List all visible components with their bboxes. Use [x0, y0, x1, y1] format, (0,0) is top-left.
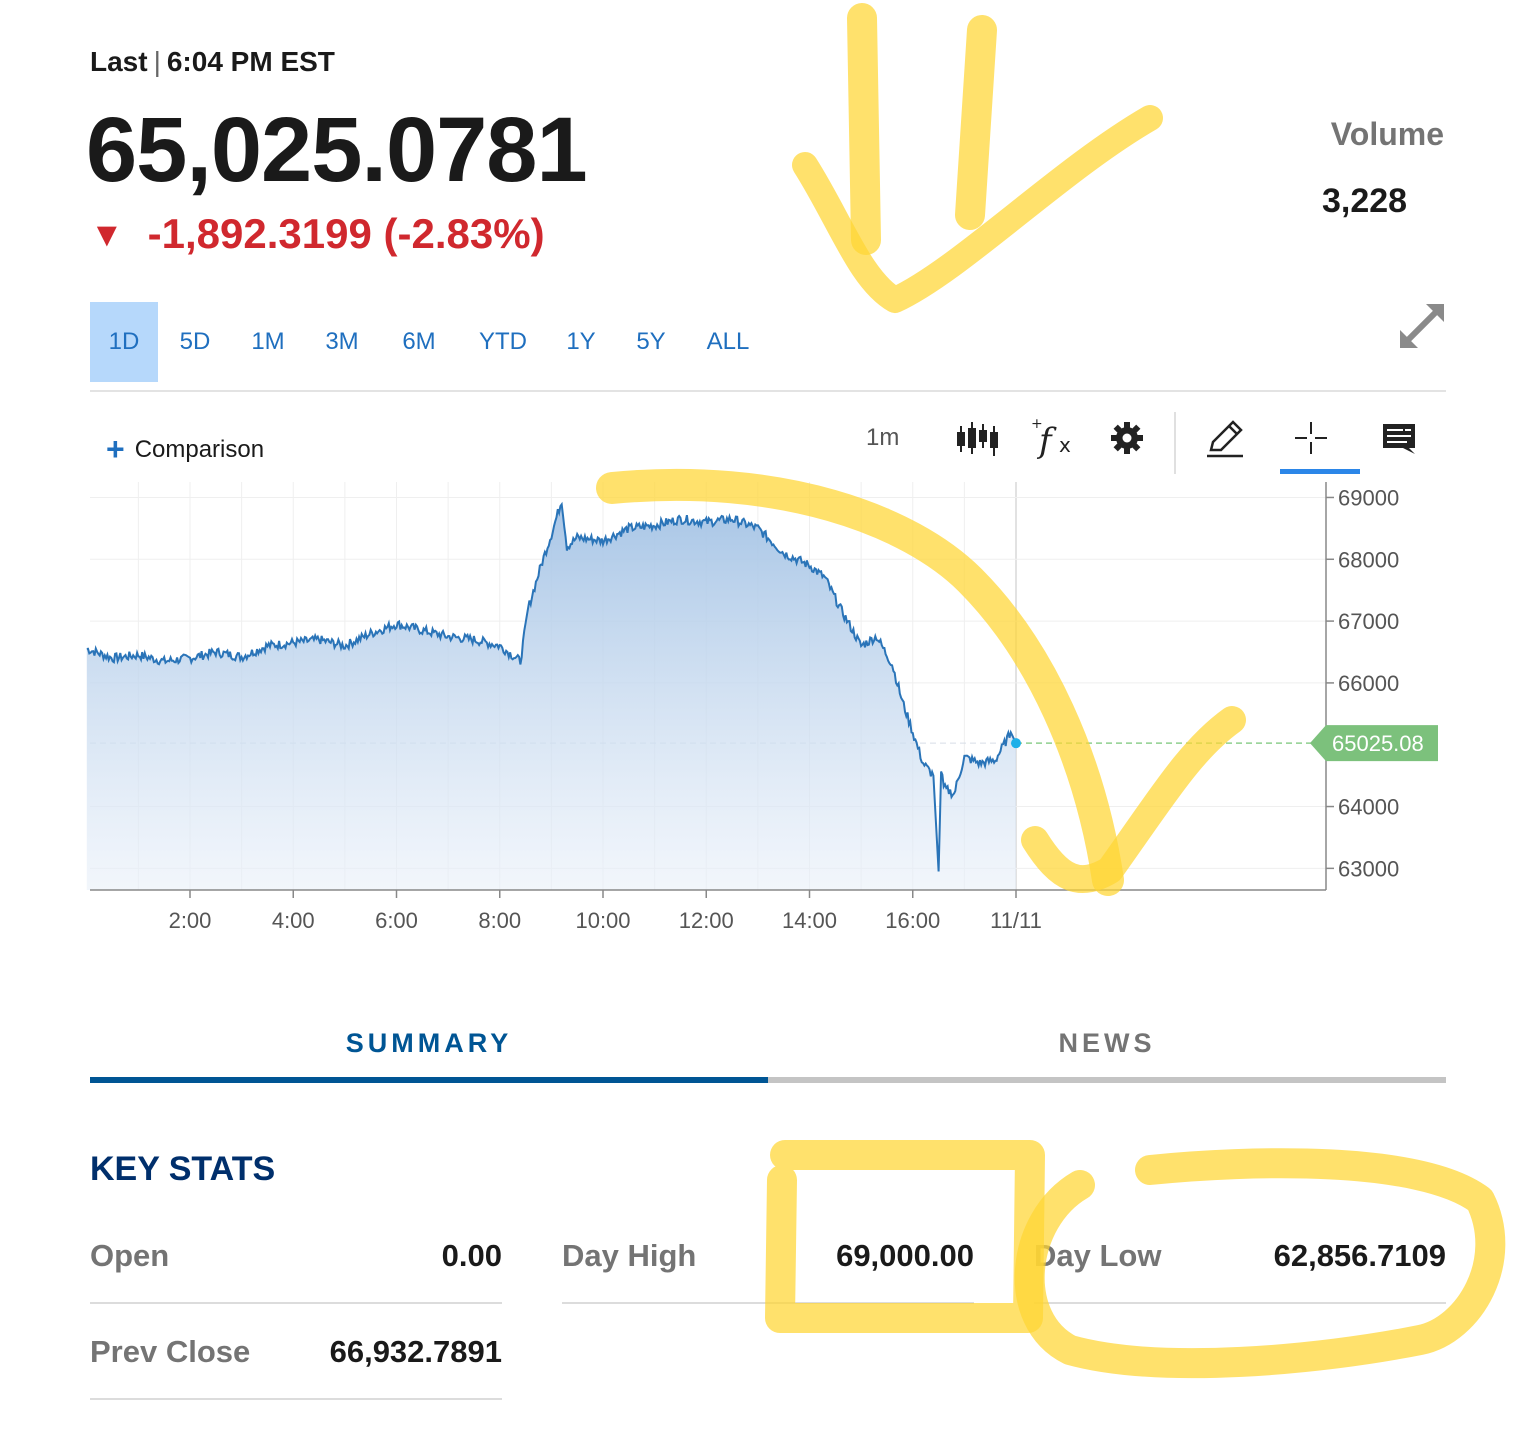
price-change-value: -1,892.3199 (-2.83%) [147, 210, 545, 257]
svg-text:+: + [1031, 416, 1043, 432]
separator: | [153, 46, 161, 77]
range-tab-ytd[interactable]: YTD [479, 328, 527, 355]
x-tick-label: 12:00 [679, 908, 734, 933]
divider [562, 1302, 974, 1304]
volume-value: 3,228 [1322, 182, 1408, 220]
key-stats-title: KEY STATS [90, 1150, 276, 1188]
day-high-label: Day High [562, 1238, 697, 1273]
crosshair-icon[interactable] [1286, 412, 1336, 464]
range-tab-3m[interactable]: 3M [325, 328, 359, 355]
divider [1034, 1302, 1446, 1304]
function-icon[interactable]: + f x [1028, 412, 1078, 464]
x-tick-label: 2:00 [169, 908, 212, 933]
highlighter-arrow-top [955, 15, 997, 230]
range-tab-1m[interactable]: 1M [251, 328, 285, 355]
last-price-dot [1011, 738, 1021, 749]
candlestick-icon[interactable] [952, 412, 1002, 464]
active-tool-indicator [1280, 469, 1360, 474]
x-tick-label: 4:00 [272, 908, 315, 933]
divider [90, 1302, 502, 1304]
prev-close-value: 66,932.7891 [329, 1334, 502, 1369]
prev-close-label: Prev Close [90, 1334, 251, 1369]
x-tick-label: 8:00 [478, 908, 521, 933]
highlighter-box-day-high [765, 1140, 1045, 1333]
tab-summary[interactable]: SUMMARY [345, 1028, 513, 1058]
y-tick-label: 63000 [1338, 856, 1399, 881]
range-tab-5y[interactable]: 5Y [636, 328, 666, 355]
range-tab-6m[interactable]: 6M [402, 328, 436, 355]
highlighter-arrow-top [792, 105, 1163, 313]
last-price-badge: 65025.08 [1310, 725, 1438, 762]
highlighter-arrow-top [847, 3, 881, 255]
x-tick-label: 14:00 [782, 908, 837, 933]
expand-icon[interactable] [1396, 300, 1448, 352]
range-tab-1d[interactable]: 1D [90, 302, 158, 382]
y-tick-label: 68000 [1338, 547, 1399, 572]
x-tick-label: 10:00 [575, 908, 630, 933]
y-tick-label: 67000 [1338, 609, 1399, 634]
price-chart[interactable]: 69000 68000 67000 66000 64000 63000 2:00 4:00 6:… [0, 470, 1536, 950]
tab-active-underline [90, 1077, 768, 1083]
last-updated: Last | 6:04 PM EST [90, 46, 335, 78]
pencil-icon[interactable] [1200, 412, 1250, 464]
x-tick-label: 11/11 [990, 908, 1042, 933]
range-tab-1y[interactable]: 1Y [566, 328, 596, 355]
plus-icon: + [106, 431, 125, 467]
svg-text:f: f [1036, 421, 1057, 461]
comparison-label: Comparison [134, 436, 265, 463]
tab-underline [90, 1077, 1446, 1083]
last-price: 65,025.0781 [86, 99, 588, 201]
svg-text:x: x [1059, 433, 1071, 457]
down-arrow-icon: ▼ [90, 216, 124, 254]
price-area [86, 504, 1017, 890]
x-tick-label: 16:00 [885, 908, 940, 933]
tab-news[interactable]: NEWS [1058, 1028, 1156, 1058]
comparison-button[interactable]: + Comparison [106, 428, 265, 467]
y-tick-label: 64000 [1338, 795, 1399, 820]
day-high-value: 69,000.00 [836, 1238, 974, 1273]
open-label: Open [90, 1238, 170, 1273]
divider [90, 1398, 502, 1400]
toolbar-divider [1174, 412, 1176, 474]
day-low-label: Day Low [1034, 1238, 1162, 1273]
price-change: ▼ -1,892.3199 (-2.83%) [90, 210, 545, 258]
interval-selector[interactable]: 1m [866, 424, 900, 451]
chart-axes: 69000 68000 67000 66000 64000 63000 2:00 4:00 6:… [90, 482, 1399, 933]
y-tick-label: 69000 [1338, 485, 1399, 510]
gear-icon[interactable] [1102, 412, 1152, 464]
open-value: 0.00 [441, 1238, 502, 1273]
day-low-value: 62,856.7109 [1273, 1238, 1446, 1273]
range-tab-all[interactable]: ALL [706, 328, 750, 355]
y-tick-label: 66000 [1338, 671, 1399, 696]
last-price-badge-label: 65025.08 [1332, 731, 1424, 756]
divider [90, 390, 1446, 392]
range-tab-5d[interactable]: 5D [179, 328, 211, 355]
last-time: 6:04 PM EST [166, 46, 335, 77]
last-label: Last [90, 46, 148, 77]
range-tabs: 1D 5D 1M 3M 6M YTD 1Y 5Y ALL [90, 302, 768, 382]
comment-icon[interactable] [1374, 412, 1424, 464]
volume-label: Volume [1330, 116, 1444, 152]
x-tick-label: 6:00 [375, 908, 418, 933]
